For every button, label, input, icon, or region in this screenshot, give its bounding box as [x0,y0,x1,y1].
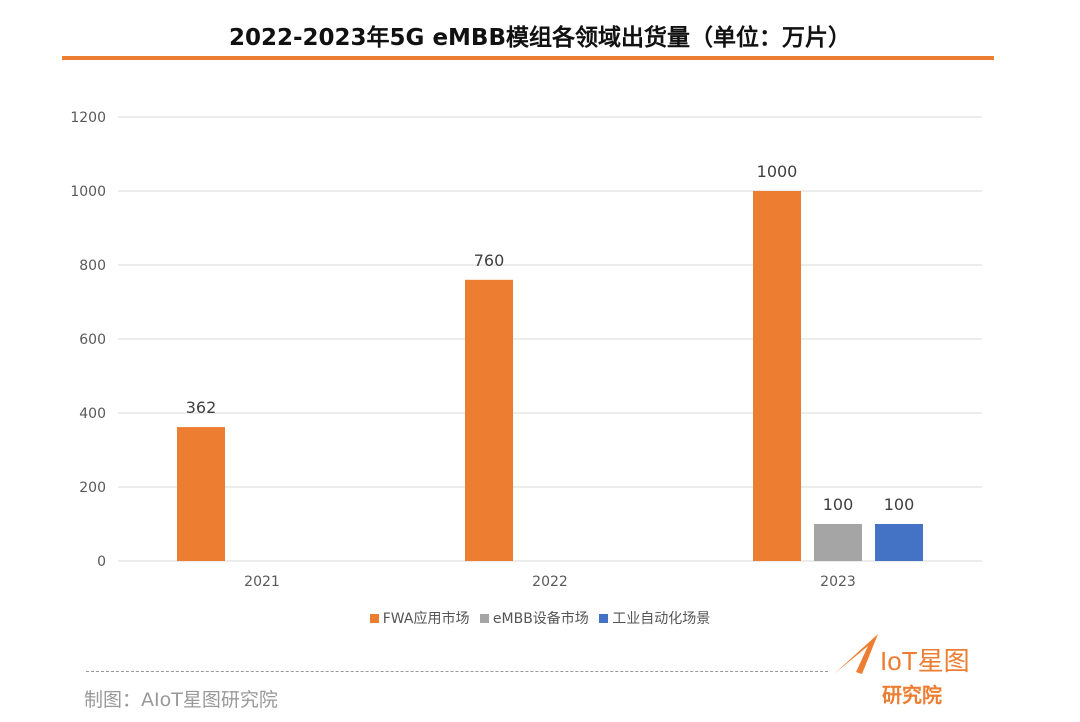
svg-text:研究院: 研究院 [882,683,942,707]
y-tick-label: 0 [97,554,106,570]
bar [875,524,923,561]
footer-divider [86,671,828,672]
data-label: 100 [884,495,915,514]
y-tick-label: 1200 [70,110,106,126]
y-tick-label: 200 [79,480,106,496]
legend-swatch [369,613,379,623]
legend-item-industrial: 工业自动化场景 [599,608,710,628]
legend-label: 工业自动化场景 [612,611,711,627]
bar [753,191,801,561]
legend-label: eMBB设备市场 [492,611,589,627]
x-tick-label: 2022 [532,574,568,590]
y-tick-label: 600 [79,332,106,348]
chart-title: 2022-2023年5G eMBB模组各领域出货量（单位：万片） [228,25,851,51]
data-label: 760 [474,251,505,270]
legend-swatch [599,613,609,623]
bar [814,524,862,561]
aiot-logo: IoT星图 研究院 [834,634,970,707]
data-label: 362 [186,398,217,417]
svg-text:IoT星图: IoT星图 [880,646,970,676]
legend-label: FWA应用市场 [382,611,470,627]
y-tick-label: 1000 [70,184,106,200]
data-label: 1000 [757,162,798,181]
legend-item-embb: eMBB设备市场 [479,608,589,628]
x-tick-label: 2021 [244,574,280,590]
credit-text: 制图：AIoT星图研究院 [84,689,278,711]
legend-swatch [479,613,489,623]
legend-item-fwa: FWA应用市场 [369,608,470,628]
legend: FWA应用市场 eMBB设备市场 工业自动化场景 [0,608,1080,628]
y-tick-label: 800 [79,258,106,274]
bar [177,427,225,561]
data-label: 100 [823,495,854,514]
y-tick-label: 400 [79,406,106,422]
bar [465,279,513,561]
title-underline [62,56,994,60]
x-tick-label: 2023 [820,574,856,590]
